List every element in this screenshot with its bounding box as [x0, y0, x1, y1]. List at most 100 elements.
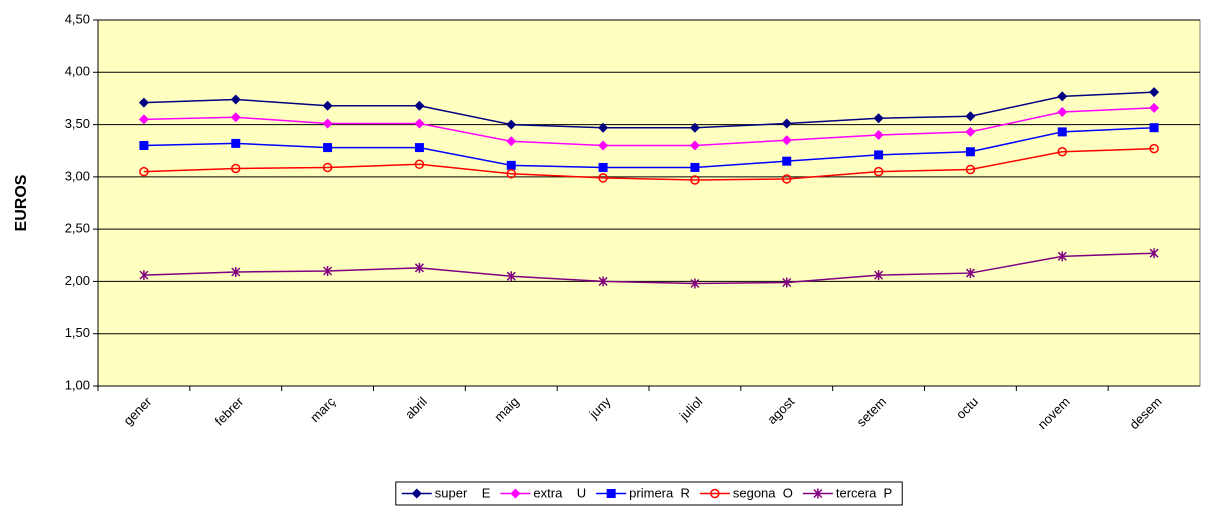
series-line	[143, 126, 1155, 169]
y-tick-label: 2,00	[65, 273, 90, 288]
legend-marker	[510, 488, 521, 499]
y-tick-label: 1,50	[65, 325, 90, 340]
legend-label: segona O	[733, 485, 793, 500]
point	[965, 126, 976, 137]
x-tick-label: setem	[853, 394, 889, 430]
legend-label: tercera P	[836, 485, 892, 500]
point	[322, 118, 333, 129]
series-line	[143, 91, 1155, 129]
point	[598, 276, 608, 287]
point	[138, 114, 149, 125]
point	[139, 140, 149, 150]
y-tick-label: 4,50	[65, 11, 90, 26]
point	[322, 100, 333, 111]
legend: super E extra U primera R segona O tercera P	[395, 481, 903, 506]
point	[873, 130, 884, 141]
point	[231, 138, 241, 148]
point	[231, 267, 241, 278]
point	[965, 111, 976, 122]
point	[598, 122, 609, 133]
point	[1057, 147, 1067, 157]
point	[322, 162, 333, 173]
point	[782, 277, 792, 288]
point	[1149, 123, 1159, 133]
point	[1149, 87, 1160, 98]
legend-box	[395, 481, 903, 506]
point	[689, 122, 700, 133]
x-tick-label: febrer	[212, 393, 247, 428]
x-tick-label: abril	[402, 394, 430, 422]
x-tick-label: maig	[491, 394, 522, 425]
point	[1057, 127, 1067, 137]
point	[781, 118, 792, 129]
x-tick-label: desem	[1126, 394, 1164, 432]
point	[690, 175, 700, 185]
x-tick-label: octu	[953, 394, 981, 422]
point	[781, 135, 792, 146]
point	[874, 270, 884, 281]
point	[965, 164, 976, 175]
x-tick-label: juliol	[676, 394, 706, 424]
series-line	[143, 252, 1155, 285]
point	[689, 140, 700, 151]
point	[506, 136, 517, 147]
point	[873, 166, 884, 177]
y-tick-label: 3,50	[65, 116, 90, 131]
point	[690, 278, 700, 289]
point	[323, 265, 333, 276]
point	[1057, 91, 1068, 102]
point	[231, 163, 241, 174]
y-tick-label: 1,00	[65, 377, 90, 392]
x-tick-label: març	[307, 394, 338, 425]
point	[598, 162, 608, 172]
point	[230, 94, 241, 105]
point	[139, 270, 149, 281]
y-tick-label: 4,00	[65, 64, 90, 79]
legend-marker	[813, 488, 823, 499]
point	[414, 262, 424, 273]
point	[1149, 143, 1159, 154]
point	[873, 113, 884, 124]
x-tick-label: gener	[120, 393, 155, 428]
point	[506, 160, 516, 170]
point	[965, 147, 975, 157]
point	[1149, 102, 1160, 113]
legend-label: primera R	[629, 485, 690, 500]
point	[414, 118, 425, 129]
y-tick-label: 3,00	[65, 168, 90, 183]
x-tick-label: novem	[1035, 394, 1073, 432]
point	[690, 162, 700, 172]
point	[506, 168, 516, 179]
legend-marker	[710, 488, 720, 499]
point	[1057, 251, 1067, 262]
series-line	[143, 147, 1155, 181]
point	[874, 150, 884, 160]
point	[1149, 248, 1159, 259]
point	[965, 268, 975, 279]
legend-label: extra U	[533, 485, 586, 500]
point	[230, 112, 241, 123]
legend-marker	[411, 488, 422, 499]
point	[414, 100, 425, 111]
point	[323, 143, 333, 153]
y-tick-label: 2,50	[65, 221, 90, 236]
legend-marker	[606, 489, 616, 498]
y-axis-label: EUROS	[13, 174, 30, 231]
point	[506, 271, 516, 282]
point	[139, 166, 149, 177]
point	[598, 173, 608, 183]
point	[782, 174, 792, 184]
point	[138, 97, 149, 108]
point	[414, 159, 425, 170]
x-tick-label: agost	[764, 394, 797, 427]
point	[598, 140, 609, 151]
point	[1057, 107, 1068, 118]
x-tick-label: juny	[585, 394, 614, 423]
legend-label: super E	[435, 485, 491, 500]
point	[506, 119, 517, 130]
point	[782, 156, 792, 166]
plot-area	[97, 19, 1201, 387]
series-line	[143, 107, 1155, 147]
point	[414, 143, 424, 153]
